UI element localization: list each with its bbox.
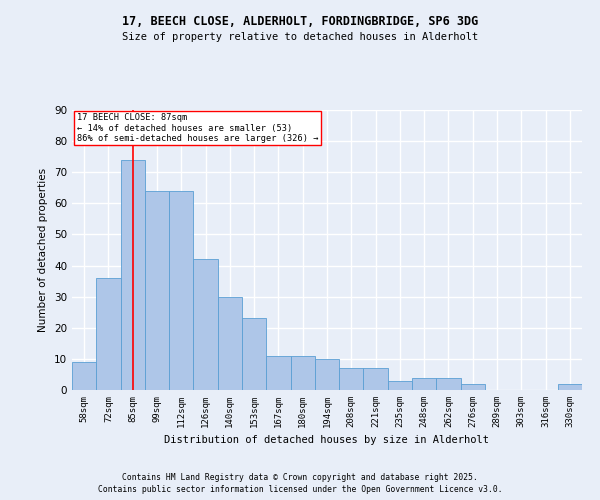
Bar [388, 380, 412, 390]
Bar [339, 368, 364, 390]
Text: 17, BEECH CLOSE, ALDERHOLT, FORDINGBRIDGE, SP6 3DG: 17, BEECH CLOSE, ALDERHOLT, FORDINGBRIDG… [122, 15, 478, 28]
Text: 17 BEECH CLOSE: 87sqm
← 14% of detached houses are smaller (53)
86% of semi-deta: 17 BEECH CLOSE: 87sqm ← 14% of detached … [77, 113, 319, 143]
Bar [412, 378, 436, 390]
Bar [315, 359, 339, 390]
Bar [436, 378, 461, 390]
Bar [461, 384, 485, 390]
Text: Distribution of detached houses by size in Alderholt: Distribution of detached houses by size … [164, 435, 490, 445]
Text: Contains HM Land Registry data © Crown copyright and database right 2025.: Contains HM Land Registry data © Crown c… [122, 472, 478, 482]
Bar [72, 362, 96, 390]
Bar [145, 191, 169, 390]
Bar [242, 318, 266, 390]
Y-axis label: Number of detached properties: Number of detached properties [38, 168, 49, 332]
Bar [290, 356, 315, 390]
Bar [193, 260, 218, 390]
Bar [364, 368, 388, 390]
Text: Size of property relative to detached houses in Alderholt: Size of property relative to detached ho… [122, 32, 478, 42]
Bar [96, 278, 121, 390]
Bar [218, 296, 242, 390]
Bar [121, 160, 145, 390]
Text: Contains public sector information licensed under the Open Government Licence v3: Contains public sector information licen… [98, 485, 502, 494]
Bar [169, 191, 193, 390]
Bar [558, 384, 582, 390]
Bar [266, 356, 290, 390]
